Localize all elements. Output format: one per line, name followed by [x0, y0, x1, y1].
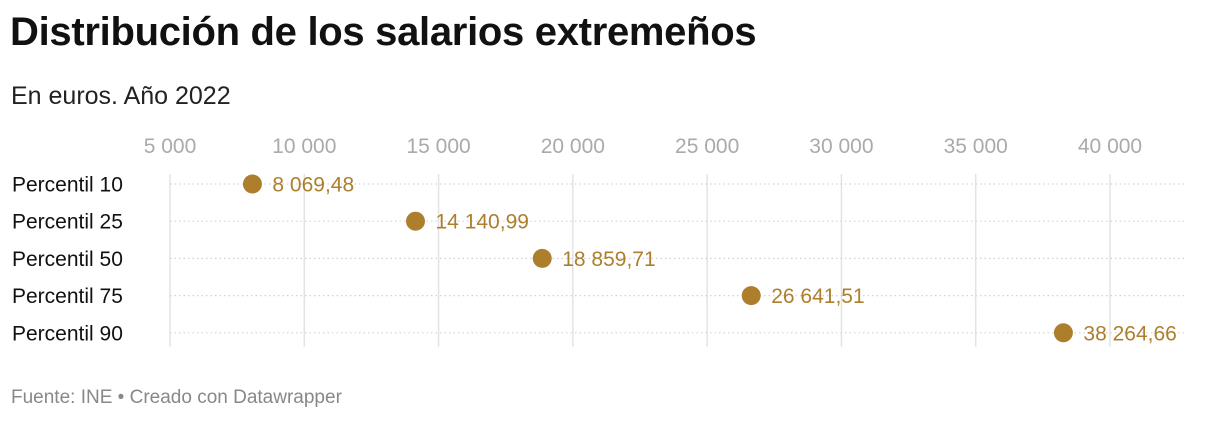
footer-separator: • — [118, 387, 125, 408]
value-labels: 8 069,48 14 140,99 18 859,71 26 641,51 38 26… — [272, 174, 1176, 346]
credit-note: Creado con Datawrapper — [130, 387, 342, 408]
value-label: 18 859,71 — [562, 248, 655, 271]
value-label: 38 264,66 — [1083, 322, 1176, 345]
value-label: 26 641,51 — [771, 285, 864, 308]
data-point — [243, 175, 262, 194]
value-label: 8 069,48 — [272, 174, 354, 197]
x-tick-label: 25 000 — [675, 135, 739, 158]
data-point — [742, 286, 761, 305]
x-tick-label: 40 000 — [1078, 135, 1142, 158]
value-label: 14 140,99 — [436, 211, 529, 234]
category-labels: Percentil 10 Percentil 25 Percentil 50 Perc… — [12, 174, 123, 346]
x-axis-ticks: 5 000 10 000 15 000 20 000 25 000 30 000 35 00… — [144, 135, 1142, 158]
x-tick-label: 5 000 — [144, 135, 197, 158]
data-points — [243, 175, 1073, 343]
category-label: Percentil 90 — [12, 322, 123, 345]
x-tick-label: 20 000 — [541, 135, 605, 158]
data-point — [533, 249, 552, 268]
grid-lines — [170, 174, 1186, 347]
category-label: Percentil 25 — [12, 211, 123, 234]
data-point — [406, 212, 425, 231]
data-point — [1054, 323, 1073, 342]
category-label: Percentil 50 — [12, 248, 123, 271]
category-label: Percentil 10 — [12, 174, 123, 197]
x-tick-label: 35 000 — [944, 135, 1008, 158]
x-tick-label: 15 000 — [406, 135, 470, 158]
source-note: Fuente: INE — [11, 387, 112, 408]
x-tick-label: 30 000 — [809, 135, 873, 158]
chart-footer: Fuente: INE • Creado con Datawrapper — [11, 387, 342, 409]
category-label: Percentil 75 — [12, 285, 123, 308]
x-tick-label: 10 000 — [272, 135, 336, 158]
